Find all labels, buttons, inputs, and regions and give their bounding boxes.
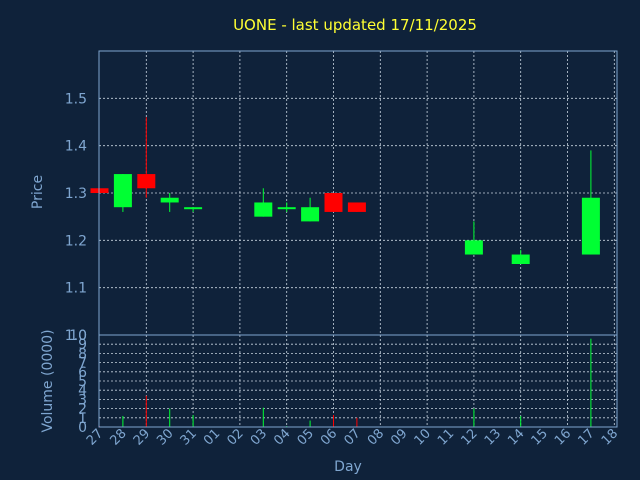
candle-body: [160, 197, 179, 203]
volume-tick-label: 10: [69, 328, 87, 344]
volume-axis-label: Volume (0000): [40, 329, 56, 432]
volume-grid: [99, 335, 617, 427]
volume-tick-label: 1: [78, 411, 87, 427]
price-tick-label: 1.3: [65, 186, 87, 202]
price-tick-label: 1.5: [65, 91, 87, 107]
volume-tick-label: 6: [78, 365, 87, 381]
price-tick-label: 1.4: [65, 139, 87, 155]
volume-panel-frame: [98, 334, 618, 428]
volume-tick-label: 9: [78, 337, 87, 353]
candle-body: [347, 202, 366, 212]
price-axis-label: Price: [30, 175, 46, 209]
price-tick-label: 1.1: [65, 281, 87, 297]
candle-body: [464, 240, 483, 255]
candle-body: [113, 174, 132, 208]
volume-tick-label: 2: [78, 402, 87, 418]
price-tick-label: 1.2: [65, 233, 87, 249]
volume-tick-label: 7: [78, 356, 87, 372]
price-y-ticks: 1.0 1.1 1.2 1.3 1.4 1.5: [65, 91, 87, 344]
volume-tick-label: 0: [78, 420, 87, 436]
volume-tick-label: 8: [78, 346, 87, 362]
candle-body: [324, 193, 343, 212]
price-tick-label: 1.0: [65, 328, 87, 344]
price-candles: [90, 117, 600, 264]
volume-bars: [99, 338, 592, 427]
volume-tick-label: 3: [78, 392, 87, 408]
candle-body: [184, 207, 203, 210]
candle-body: [254, 202, 273, 217]
candle-body: [277, 207, 296, 210]
candle-body: [511, 254, 530, 264]
candle-body: [581, 197, 600, 255]
x-axis-label: Day: [334, 459, 362, 475]
candle-body: [137, 174, 156, 189]
x-ticks: 27 28 29 30 31 01 02 03 04 05 06 07 08 09 10 11 12 13 14 15…: [84, 426, 621, 448]
chart-title: UONE - last updated 17/11/2025: [233, 16, 477, 34]
volume-tick-label: 5: [78, 374, 87, 390]
volume-tick-label: 4: [78, 383, 87, 399]
candle-body: [301, 207, 320, 222]
